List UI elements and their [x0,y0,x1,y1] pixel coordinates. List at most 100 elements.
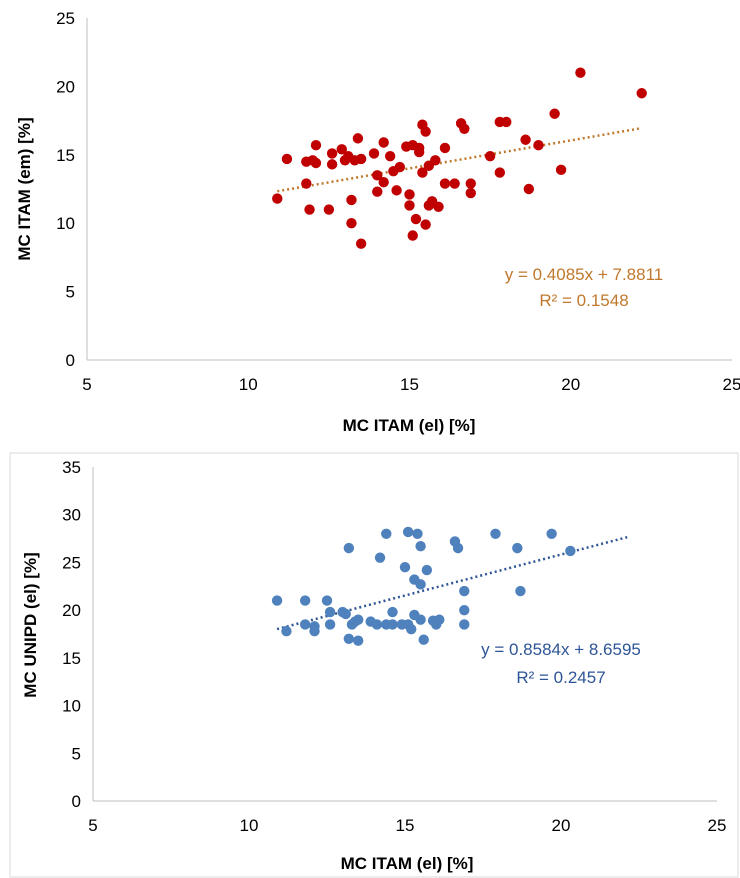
y-tick-label: 5 [72,744,81,763]
data-point [387,606,398,618]
y-tick-label: 20 [62,601,81,620]
data-point [394,161,406,173]
data-point [372,186,383,197]
r-squared: R² = 0.2457 [516,668,605,687]
y-tick-label: 25 [56,9,75,28]
data-point [418,634,429,645]
data-point [321,595,333,606]
data-point [420,126,431,137]
x-tick-label: 20 [552,816,571,835]
y-tick-label: 30 [62,506,81,525]
trend-equation: y = 0.8584x + 8.6595 [481,640,641,659]
y-tick-label: 0 [72,792,81,811]
data-point [272,193,283,204]
data-point [384,150,396,162]
x-tick-label: 15 [396,816,415,835]
trend-equation: y = 0.4085x + 7.8811 [505,265,663,284]
data-point [310,140,322,151]
data-point [353,635,364,646]
y-tick-label: 5 [66,283,75,302]
data-point [371,619,383,630]
data-point [549,108,560,119]
data-point [459,619,470,630]
data-point [515,585,526,597]
data-point [465,178,476,189]
x-tick-label: 25 [723,375,740,394]
data-point [406,624,417,635]
chart-frame [9,452,739,878]
data-point [523,183,535,195]
data-point [555,164,567,176]
data-point [636,88,647,99]
x-axis-title: MC ITAM (el) [%] [341,854,474,873]
data-point [281,153,293,165]
data-point [323,204,335,215]
data-point [399,562,411,573]
data-point [346,194,357,206]
data-point [372,170,383,181]
data-point [533,140,544,151]
data-point [353,614,364,625]
data-point [324,606,336,618]
data-point [430,155,441,166]
data-point [404,189,415,200]
data-point [546,528,557,539]
data-point [355,238,367,249]
y-axis-title: MC ITAM (em) [%] [15,117,34,260]
data-point [494,167,505,178]
data-point [324,619,336,630]
data-point [417,167,428,178]
x-tick-label: 10 [239,375,258,394]
data-point [452,542,464,554]
data-point [301,178,312,189]
data-point [415,614,426,625]
data-points [272,67,647,249]
data-point [326,159,338,170]
data-point [501,116,512,128]
x-tick-label: 15 [400,375,419,394]
data-point [304,204,315,215]
y-tick-label: 0 [66,351,75,370]
data-point [281,625,292,637]
data-point [439,142,451,154]
y-tick-label: 20 [56,77,75,96]
data-point [374,552,386,563]
data-point [391,185,402,196]
data-point [459,123,470,135]
y-tick-label: 35 [62,458,81,477]
x-tick-label: 5 [82,375,91,394]
data-point [420,219,431,230]
x-tick-label: 10 [240,816,259,835]
data-point [512,542,523,554]
trendline [276,535,630,631]
trendline [277,126,642,193]
data-point [459,604,470,616]
data-point [343,542,355,554]
data-point [413,142,425,154]
data-point [340,608,351,620]
data-point [449,178,460,189]
r-squared: R² = 0.1548 [539,291,628,310]
data-point [459,585,470,597]
data-point [404,200,415,211]
y-tick-label: 10 [56,214,75,233]
data-point [410,213,422,225]
data-point [421,564,433,576]
data-point [310,157,322,169]
data-point [326,148,338,159]
data-point [565,545,576,557]
data-point [415,579,426,590]
y-tick-label: 15 [56,146,75,165]
data-point [368,148,380,159]
data-point [271,595,283,606]
data-point [402,526,414,538]
data-point [433,201,444,212]
data-point [387,619,398,630]
data-point [490,528,501,539]
x-tick-label: 20 [561,375,580,394]
data-point [407,230,418,241]
data-point [434,614,445,625]
